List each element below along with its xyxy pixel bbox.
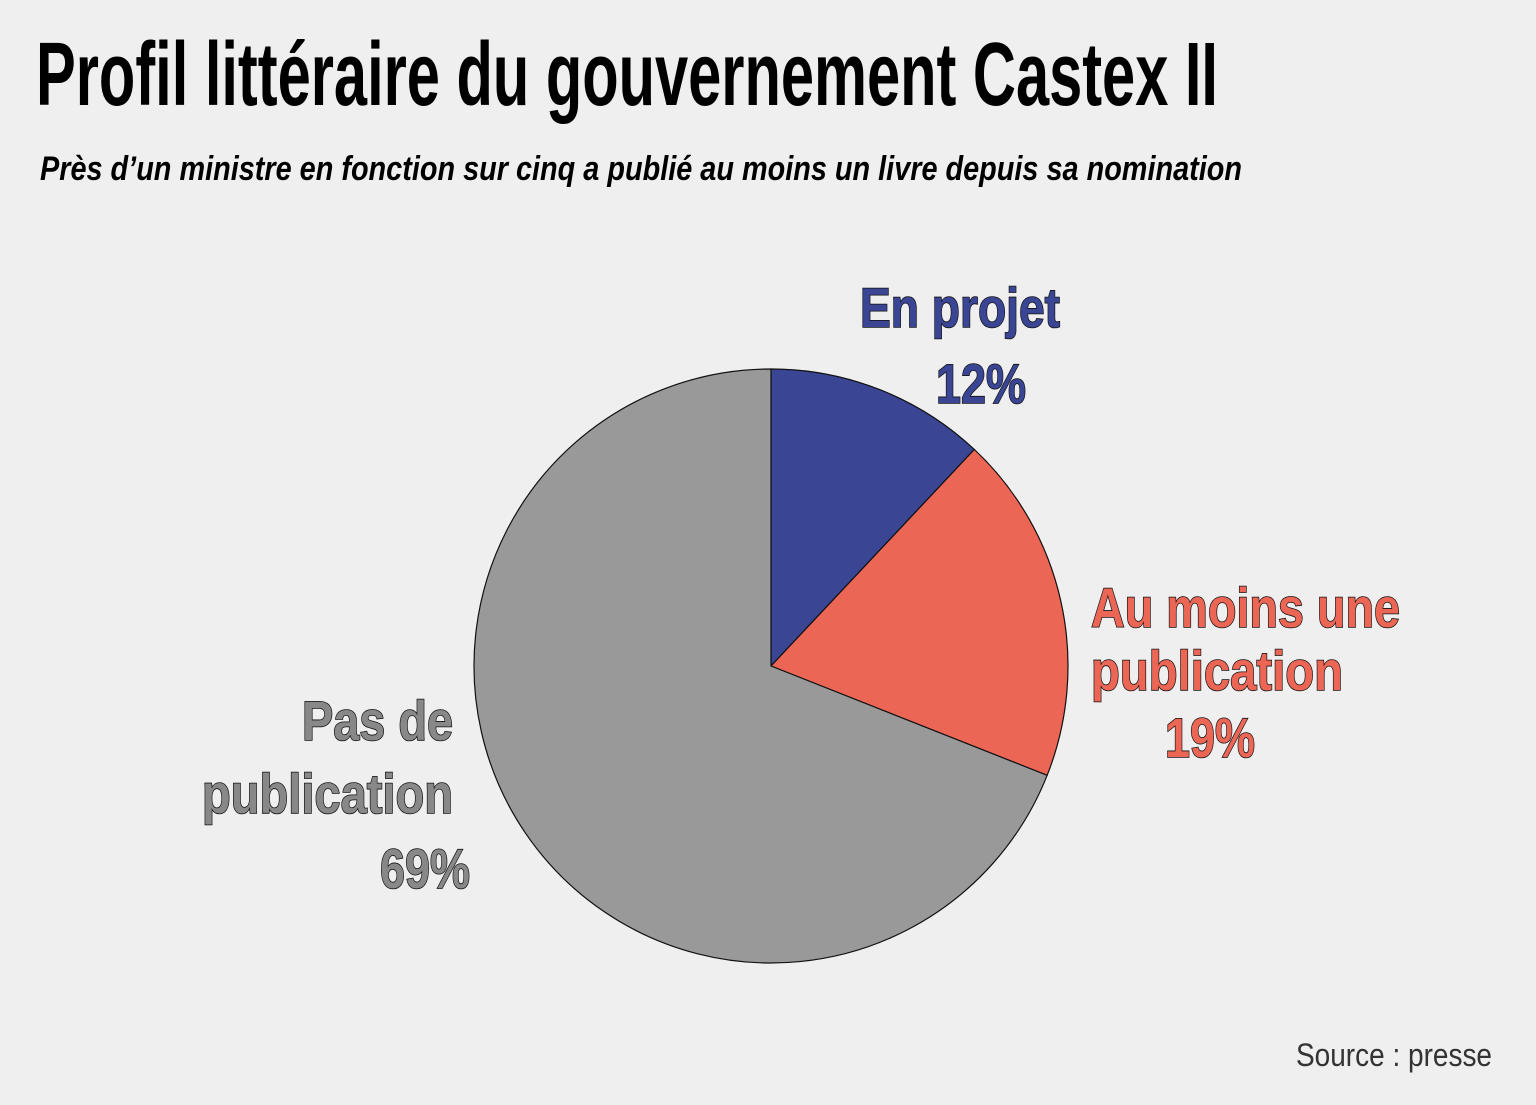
pie-slice-2 (473, 368, 1048, 964)
slice-label-pas-de-line1: Pas de (302, 689, 453, 752)
slice-label-au-moins-une-line1: Au moins une (1091, 576, 1400, 639)
pie-slice-1 (769, 448, 1069, 777)
pie-slice-0 (770, 368, 976, 668)
pie-slices (473, 368, 1069, 964)
source-note: Source : presse (1296, 1037, 1492, 1073)
slice-label-en-projet: En projet (860, 276, 1060, 339)
slice-pct-au-moins-une: 19% (1165, 706, 1255, 769)
chart-title: Profil littéraire du gouvernement Castex… (36, 25, 1218, 125)
slice-pct-en-projet: 12% (936, 352, 1026, 415)
slice-pct-pas-de: 69% (380, 837, 470, 900)
slice-label-au-moins-une-line2: publication (1091, 639, 1343, 702)
chart-subtitle: Près d’un ministre en fonction sur cinq … (40, 150, 1242, 188)
slice-label-pas-de-line2: publication (202, 762, 453, 825)
